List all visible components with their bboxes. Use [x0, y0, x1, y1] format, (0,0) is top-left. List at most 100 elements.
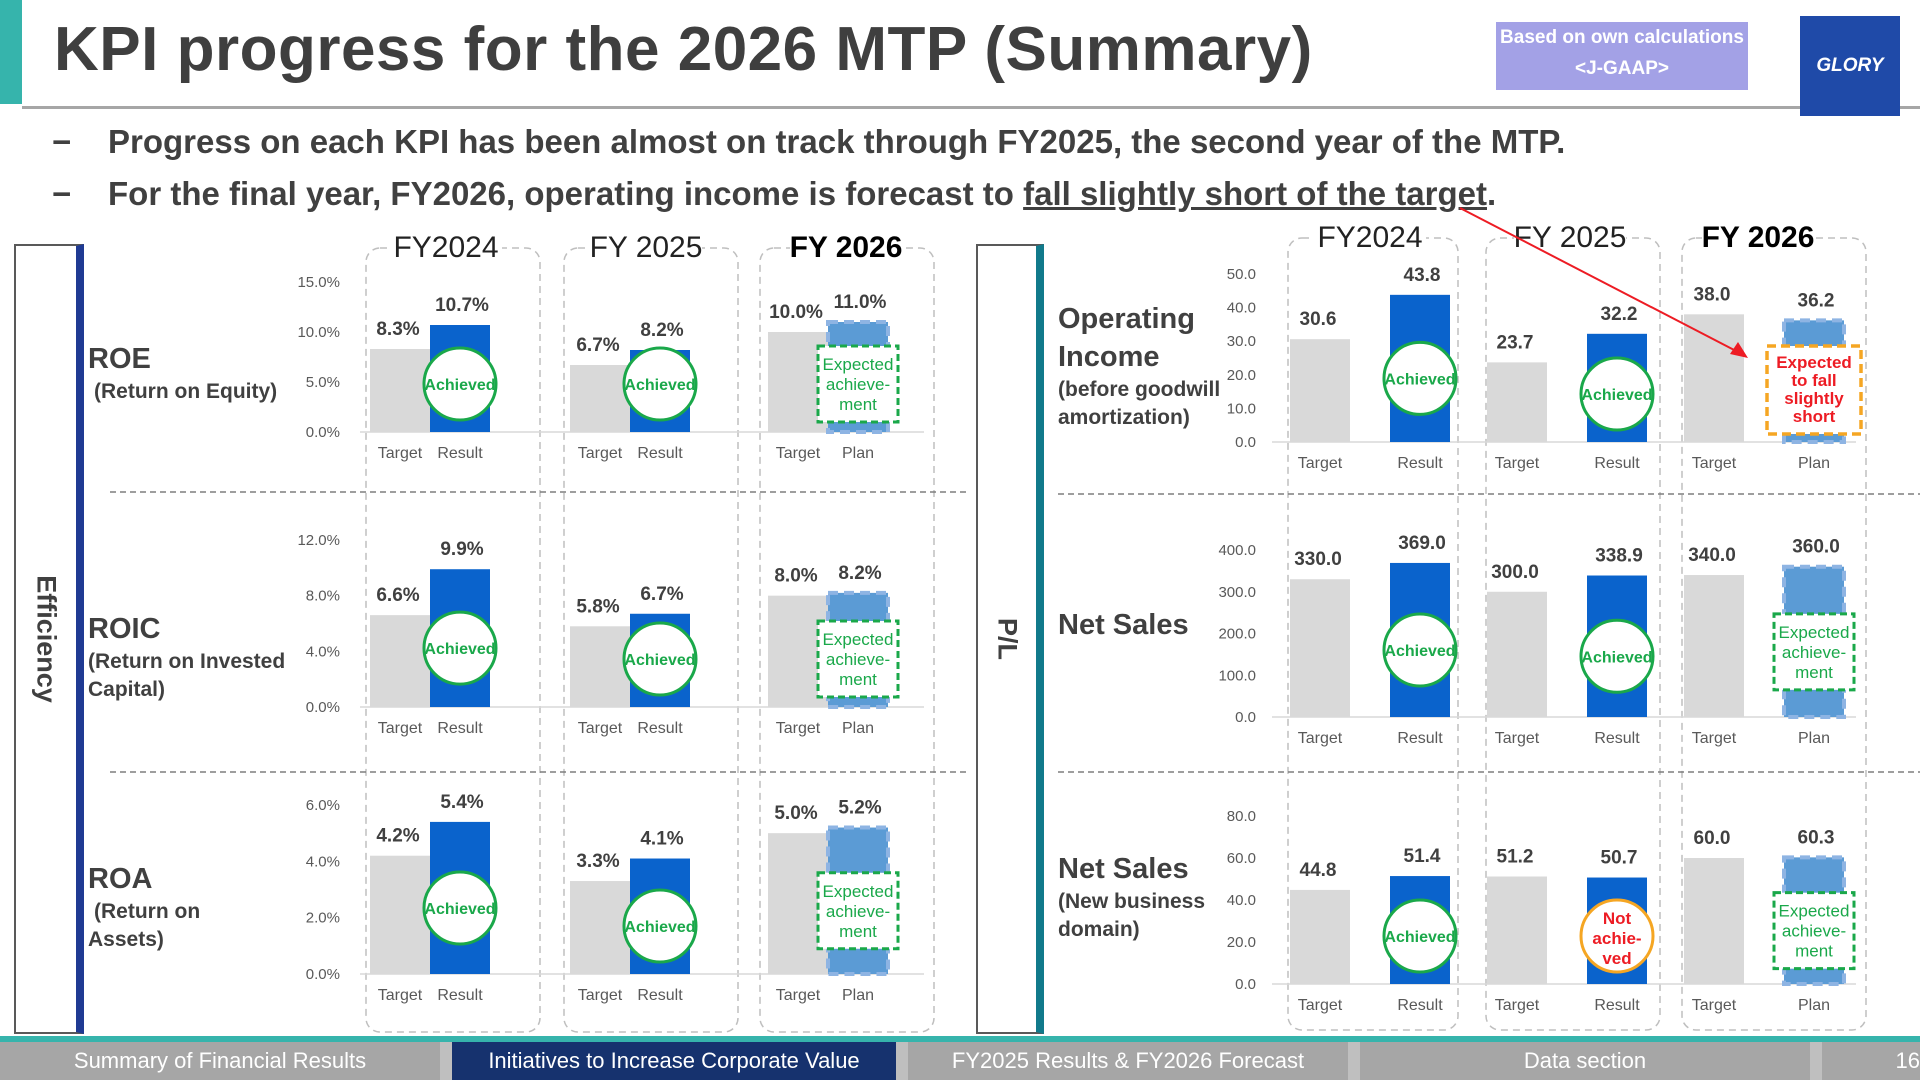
data-label: 340.0 [1688, 545, 1736, 566]
category-label: Plan [842, 987, 874, 1004]
data-label: 5.0% [774, 803, 817, 824]
achieved-badge-text: Achieved [1384, 643, 1455, 660]
bullet-end: . [1486, 175, 1497, 212]
y-tick-label: 400.0 [1218, 542, 1256, 559]
expected-badge [1772, 891, 1856, 971]
achieved-badge [1382, 612, 1458, 688]
year-header: FY 2026 [790, 231, 903, 264]
achieved-badge [422, 870, 498, 946]
year-header-bg [390, 234, 502, 262]
highlight-arrow-head [1730, 342, 1748, 358]
expected-badge-text: ment [839, 922, 877, 941]
expected-badge-text: Expected [823, 882, 894, 901]
expected-badge-text: achieve- [826, 650, 890, 669]
y-tick-label: 200.0 [1218, 626, 1256, 643]
y-tick-label: 40.0 [1227, 892, 1256, 909]
achieved-badge [622, 621, 698, 697]
kpi-name: ROA [88, 863, 153, 895]
category-label: Target [378, 720, 423, 737]
category-label: Result [437, 987, 483, 1004]
kpi-sub: Capital) [88, 678, 166, 701]
nav-summary-financial-results[interactable]: Summary of Financial Results [0, 1042, 440, 1080]
y-tick-label: 100.0 [1218, 667, 1256, 684]
y-tick-label: 60.0 [1227, 850, 1256, 867]
category-label: Target [378, 445, 423, 462]
y-tick-label: 10.0 [1227, 400, 1256, 417]
y-tick-label: 0.0 [1235, 434, 1256, 451]
achieved-badge-text: Achieved [1384, 371, 1455, 388]
data-label: 50.7 [1601, 848, 1638, 869]
short-badge-text: short [1793, 407, 1836, 426]
data-label: 51.2 [1497, 846, 1534, 867]
bullet-text: For the final year, FY2026, operating in… [108, 175, 1024, 212]
data-label: 60.0 [1694, 828, 1731, 849]
not-achieved-badge-text: achie- [1592, 929, 1641, 948]
short-badge-text: to fall [1791, 371, 1836, 390]
highlight-arrow-line [1459, 207, 1739, 353]
kpi-sub: (Return on Equity) [94, 380, 278, 403]
bar-target [370, 349, 430, 432]
expected-badge-text: achieve- [1782, 922, 1846, 941]
kpi-charts: FY2024 FY 2025 FY 2026 FY2024 FY 2025 FY 2026… [110, 207, 1920, 1033]
expected-badge-text: ment [839, 670, 877, 689]
kpi-name: Net Sales [1058, 853, 1189, 885]
nav-initiatives-corporate-value[interactable]: Initiatives to Increase Corporate Value [452, 1042, 896, 1080]
data-label: 10.0% [769, 302, 823, 323]
data-label: 38.0 [1694, 284, 1731, 305]
bullet-underlined-text: fall slightly short of the target [1023, 175, 1487, 212]
efficiency-section-label: Efficiency [14, 244, 84, 1034]
category-label: Target [1298, 730, 1343, 747]
category-label: Result [437, 720, 483, 737]
data-label: 300.0 [1491, 562, 1539, 583]
y-tick-label: 80.0 [1227, 808, 1256, 825]
data-label: 43.8 [1404, 265, 1441, 286]
y-tick-label: 8.0% [306, 588, 340, 605]
category-label: Result [1594, 730, 1640, 747]
year-header: FY 2025 [590, 231, 703, 264]
kpi-label-roic: ROIC (Return on Invested Capital) [88, 610, 285, 704]
category-label: Result [637, 987, 683, 1004]
expected-badge-text: Expected [823, 355, 894, 374]
data-label: 330.0 [1294, 549, 1342, 570]
data-label: 51.4 [1404, 846, 1441, 867]
expected-badge [816, 344, 900, 424]
data-label: 6.7% [640, 584, 683, 605]
data-label: 36.2 [1798, 290, 1835, 311]
nav-data-section[interactable]: Data section [1360, 1042, 1810, 1080]
data-label: 5.8% [576, 596, 619, 617]
data-label: 8.2% [640, 320, 683, 341]
data-label: 369.0 [1398, 533, 1446, 554]
nav-fy2025-results-forecast[interactable]: FY2025 Results & FY2026 Forecast [908, 1042, 1348, 1080]
data-label: 11.0% [834, 292, 887, 313]
y-tick-label: 0.0% [306, 966, 340, 983]
category-label: Plan [842, 445, 874, 462]
achieved-badge [1382, 898, 1458, 974]
company-logo: GLORY [1800, 16, 1900, 116]
achieved-badge-text: Achieved [1581, 649, 1652, 666]
y-tick-label: 20.0 [1227, 367, 1256, 384]
y-tick-label: 40.0 [1227, 300, 1256, 317]
bar-target [1290, 889, 1350, 984]
expected-badge-text: ment [1795, 663, 1833, 682]
bullet-text: Progress on each KPI has been almost on … [108, 123, 1566, 160]
category-label: Target [1692, 730, 1737, 747]
y-tick-label: 30.0 [1227, 333, 1256, 350]
expected-badge-text: achieve- [1782, 643, 1846, 662]
bar-target [370, 855, 430, 974]
achieved-badge [422, 610, 498, 686]
data-label: 44.8 [1300, 860, 1337, 881]
calculation-basis-badge: Based on own calculations <J-GAAP> [1496, 22, 1748, 90]
page-title: KPI progress for the 2026 MTP (Summary) [54, 15, 1313, 84]
bar-target [570, 626, 630, 707]
bar-target [1487, 362, 1547, 442]
bar-target [1684, 314, 1744, 442]
data-label: 6.7% [576, 335, 619, 356]
category-label: Target [1298, 455, 1343, 472]
data-label: 8.3% [376, 319, 419, 340]
category-label: Target [1495, 997, 1540, 1014]
data-label: 6.6% [376, 585, 419, 606]
category-label: Target [578, 720, 623, 737]
category-label: Target [1692, 455, 1737, 472]
achieved-badge [622, 888, 698, 964]
category-label: Target [1692, 997, 1737, 1014]
